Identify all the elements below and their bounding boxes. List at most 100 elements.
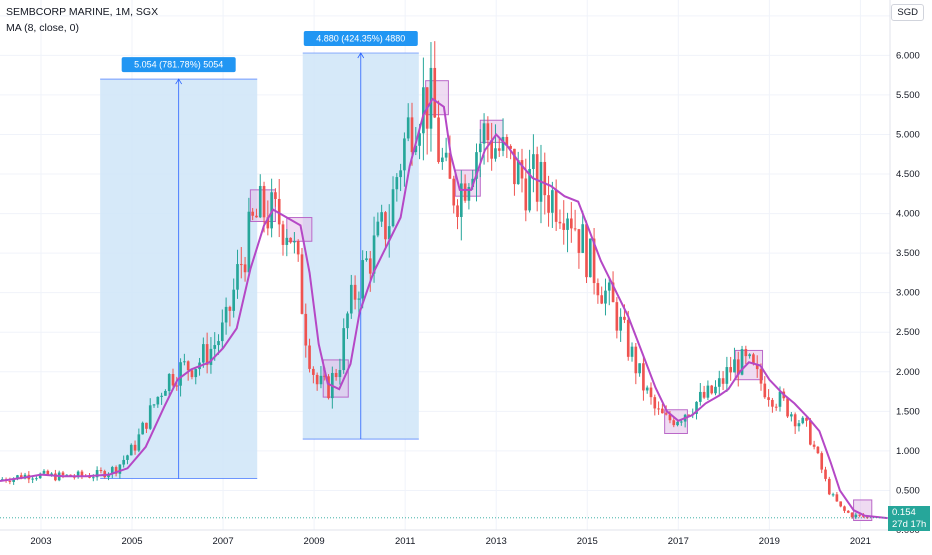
candle-down: [547, 195, 550, 213]
candle-up: [152, 404, 156, 406]
candle-up: [258, 185, 262, 218]
candle-down: [827, 478, 831, 495]
y-tick-label: 4.500: [896, 169, 920, 180]
candle-up: [95, 470, 99, 478]
candle-down: [368, 258, 372, 274]
candle-up: [236, 264, 239, 290]
candle-up: [444, 152, 448, 158]
candle-up: [403, 138, 406, 171]
candle-up: [680, 421, 683, 423]
candle-up: [748, 354, 751, 357]
candle-down: [304, 313, 308, 346]
candle-up: [224, 306, 228, 323]
measure-label-bg: [303, 31, 418, 46]
candle-down: [562, 223, 566, 230]
candle-down: [642, 363, 645, 391]
candle-up: [31, 478, 34, 480]
candle-down: [661, 408, 664, 414]
candle-up: [167, 374, 171, 391]
y-tick-label: 3.000: [896, 288, 920, 299]
candle-up: [588, 238, 592, 278]
candle-up: [619, 316, 622, 331]
candle-up: [35, 478, 38, 480]
candle-down: [239, 264, 243, 266]
y-tick-label: 2.500: [896, 327, 920, 338]
candle-down: [384, 212, 387, 240]
candle-up: [387, 226, 391, 240]
candle-down: [687, 414, 691, 416]
x-tick-label: 2021: [850, 536, 871, 547]
candle-down: [843, 506, 846, 511]
candle-up: [418, 133, 421, 146]
candle-down: [186, 361, 190, 371]
measure-label: 5.054 (781.78%) 5054: [134, 60, 223, 70]
candle-down: [615, 302, 619, 331]
candle-up: [217, 341, 220, 346]
candle-down: [573, 228, 577, 230]
candle-up: [126, 455, 129, 460]
candle-up: [475, 152, 478, 179]
currency-badge[interactable]: SGD: [891, 4, 924, 21]
candle-up: [361, 260, 365, 299]
candle-down: [19, 475, 23, 479]
candle-up: [399, 170, 402, 178]
candle-up: [714, 386, 717, 394]
candle-down: [649, 387, 653, 398]
candle-down: [433, 67, 437, 118]
candle-down: [535, 154, 539, 202]
y-tick-label: 3.500: [896, 248, 920, 259]
candle-down: [243, 264, 247, 273]
candle-down: [752, 354, 755, 365]
candle-up: [38, 473, 42, 479]
candle-down: [577, 229, 581, 253]
candle-up: [16, 475, 19, 479]
candle-up: [247, 211, 251, 273]
candle-up: [528, 169, 531, 211]
candle-down: [623, 316, 626, 320]
candle-down: [509, 145, 512, 149]
candle-up: [422, 87, 425, 134]
candle-up: [42, 470, 46, 474]
candle-down: [634, 346, 638, 374]
candle-up: [482, 123, 486, 144]
candle-down: [558, 221, 562, 224]
y-tick-label: 5.000: [896, 129, 920, 140]
candle-down: [570, 218, 573, 229]
candle-up: [698, 391, 702, 402]
candle-up: [129, 444, 133, 456]
candle-down: [585, 224, 588, 278]
candle-down: [653, 397, 657, 409]
x-tick-label: 2007: [212, 536, 233, 547]
y-tick-label: 2.000: [896, 367, 920, 378]
candle-up: [581, 224, 585, 253]
candle-up: [854, 514, 858, 518]
candle-up: [213, 345, 217, 349]
candle-up: [141, 422, 144, 435]
symbol-title: SEMBCORP MARINE, 1M, SGX: [6, 6, 159, 18]
candle-up: [395, 177, 399, 190]
candle-down: [524, 178, 528, 211]
candle-up: [202, 344, 205, 363]
candle-down: [767, 397, 770, 400]
candle-down: [99, 470, 103, 472]
bar-countdown: 27d 17h: [888, 518, 930, 531]
candle-down: [171, 374, 175, 386]
candle-down: [657, 408, 660, 410]
candle-down: [736, 359, 740, 375]
candle-up: [122, 459, 126, 465]
x-tick-label: 2011: [395, 536, 415, 547]
candle-down: [251, 211, 254, 216]
candle-down: [710, 385, 714, 394]
y-tick-label: 1.000: [896, 446, 920, 457]
measure-arrow-head: [357, 52, 365, 59]
candle-down: [448, 152, 452, 179]
candle-down: [763, 383, 767, 398]
x-tick-label: 2015: [577, 536, 598, 547]
candle-down: [228, 306, 232, 311]
x-tick-label: 2005: [121, 536, 142, 547]
candle-down: [668, 414, 672, 421]
candle-down: [824, 469, 827, 479]
candle-down: [300, 254, 304, 314]
